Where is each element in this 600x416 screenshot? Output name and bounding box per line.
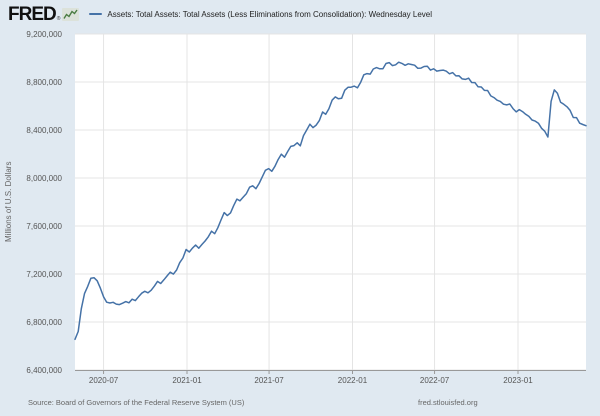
x-tick-label: 2020-07	[89, 376, 119, 385]
fred-logo-text: FRED	[8, 3, 57, 25]
y-tick-label: 7,200,000	[26, 270, 62, 279]
y-tick-label: 6,400,000	[26, 366, 62, 375]
legend-line-swatch	[89, 13, 103, 15]
plot-area	[75, 34, 586, 370]
x-tick-label: 2022-07	[420, 376, 450, 385]
fred-sparkline-icon	[62, 7, 80, 21]
y-tick-label: 8,800,000	[26, 78, 62, 87]
source-note: Source: Board of Governors of the Federa…	[28, 398, 245, 407]
registered-trademark: ®	[56, 15, 61, 22]
fred-logo: FRED ®	[8, 3, 80, 25]
series-legend: Assets: Total Assets: Total Assets (Less…	[89, 10, 432, 19]
y-tick-label: 6,800,000	[26, 318, 62, 327]
data-series-line	[74, 61, 587, 341]
x-tick-label: 2021-01	[172, 376, 202, 385]
y-tick-label: 7,600,000	[26, 222, 62, 231]
x-tick-label: 2021-07	[254, 376, 284, 385]
x-tick-label: 2023-01	[503, 376, 533, 385]
series-title: Assets: Total Assets: Total Assets (Less…	[107, 9, 433, 19]
x-tick-label: 2022-01	[338, 376, 368, 385]
fred-url: fred.stlouisfed.org	[418, 398, 478, 407]
y-tick-label: 8,000,000	[26, 174, 62, 183]
y-tick-label: 9,200,000	[26, 30, 62, 39]
chart-header: FRED ® Assets: Total Assets: Total Asset…	[0, 0, 600, 28]
y-tick-label: 8,400,000	[26, 126, 62, 135]
